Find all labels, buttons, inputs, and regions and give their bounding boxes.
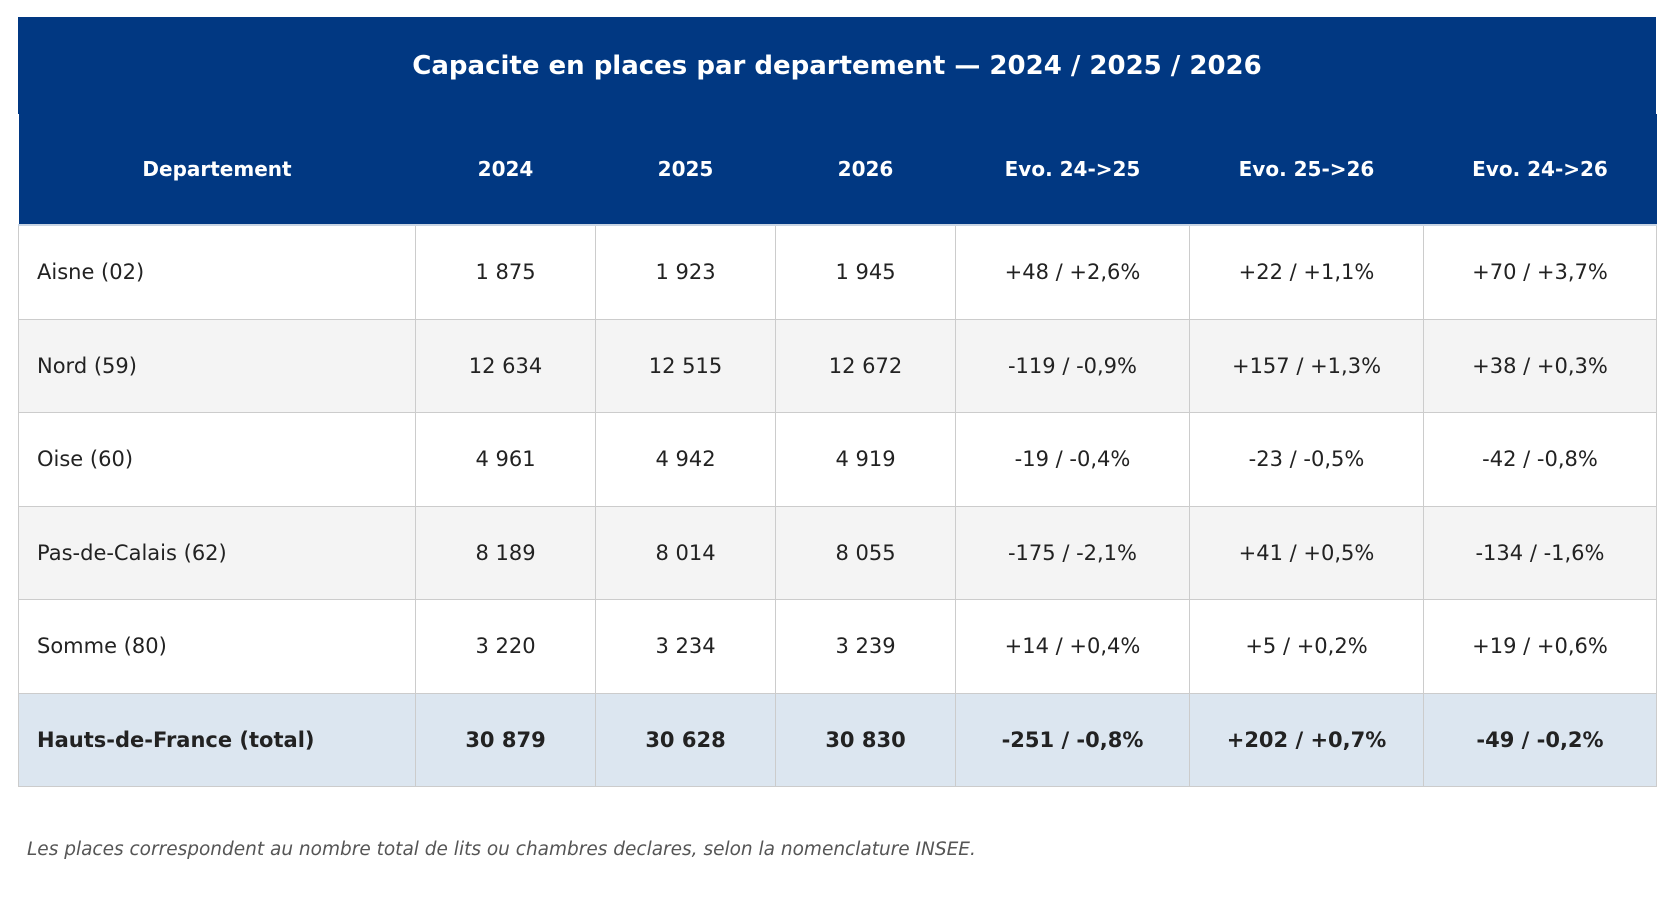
department-cell: Nord (59) [18,318,416,413]
value-cell: +22 / +1,1% [1189,224,1424,320]
total-value-cell: 30 879 [415,692,596,787]
value-cell: 8 055 [775,505,956,600]
value-cell: 1 923 [595,224,776,320]
value-cell: -19 / -0,4% [955,412,1190,507]
value-cell: 4 919 [775,412,956,507]
value-cell: 3 234 [595,599,776,694]
value-cell: 12 634 [415,318,596,413]
column-header: Evo. 24->26 [1423,114,1657,226]
data-table: Departement 2024 2025 2026 Evo. 24->25 Evo. 2… [18,114,1657,787]
value-cell: 1 945 [775,224,956,320]
value-cell: +14 / +0,4% [955,599,1190,694]
department-cell: Aisne (02) [18,224,416,320]
total-value-cell: +202 / +0,7% [1189,692,1424,787]
value-cell: 12 515 [595,318,776,413]
total-value-cell: -49 / -0,2% [1423,692,1657,787]
value-cell: -42 / -0,8% [1423,412,1657,507]
department-cell: Oise (60) [18,412,416,507]
footnote: Les places correspondent au nombre total… [27,839,976,860]
total-value-cell: 30 628 [595,692,776,787]
total-label-cell: Hauts-de-France (total) [18,692,416,787]
value-cell: 8 189 [415,505,596,600]
table-row: Oise (60) 4 961 4 942 4 919 -19 / -0,4% -23 /… [18,412,1657,507]
value-cell: +157 / +1,3% [1189,318,1424,413]
department-cell: Somme (80) [18,599,416,694]
total-value-cell: -251 / -0,8% [955,692,1190,787]
column-header: 2025 [595,114,776,226]
value-cell: 8 014 [595,505,776,600]
value-cell: 3 220 [415,599,596,694]
value-cell: +41 / +0,5% [1189,505,1424,600]
value-cell: 3 239 [775,599,956,694]
department-cell: Pas-de-Calais (62) [18,505,416,600]
table-container: Capacite en places par departement — 202… [18,17,1657,787]
value-cell: +48 / +2,6% [955,224,1190,320]
table-row: Pas-de-Calais (62) 8 189 8 014 8 055 -175 / … [18,505,1657,600]
column-header: Departement [18,114,416,226]
value-cell: +19 / +0,6% [1423,599,1657,694]
table-row: Somme (80) 3 220 3 234 3 239 +14 / +0,4% +5 /… [18,599,1657,694]
value-cell: 1 875 [415,224,596,320]
table-body: Aisne (02) 1 875 1 923 1 945 +48 / +2,6% +22 … [18,224,1657,787]
total-value-cell: 30 830 [775,692,956,787]
value-cell: -134 / -1,6% [1423,505,1657,600]
value-cell: 12 672 [775,318,956,413]
column-header: Evo. 24->25 [955,114,1190,226]
value-cell: +5 / +0,2% [1189,599,1424,694]
table-row: Aisne (02) 1 875 1 923 1 945 +48 / +2,6% +22 … [18,224,1657,320]
value-cell: 4 961 [415,412,596,507]
table-row: Nord (59) 12 634 12 515 12 672 -119 / -0,9% +… [18,318,1657,413]
table-title: Capacite en places par departement — 202… [18,17,1656,114]
value-cell: 4 942 [595,412,776,507]
value-cell: +38 / +0,3% [1423,318,1657,413]
value-cell: +70 / +3,7% [1423,224,1657,320]
column-header: Evo. 25->26 [1189,114,1424,226]
total-row: Hauts-de-France (total) 30 879 30 628 30 83… [18,692,1657,787]
value-cell: -23 / -0,5% [1189,412,1424,507]
column-header: 2026 [775,114,956,226]
value-cell: -119 / -0,9% [955,318,1190,413]
value-cell: -175 / -2,1% [955,505,1190,600]
column-header: 2024 [415,114,596,226]
header-row: Departement 2024 2025 2026 Evo. 24->25 Evo. 2… [18,114,1657,226]
